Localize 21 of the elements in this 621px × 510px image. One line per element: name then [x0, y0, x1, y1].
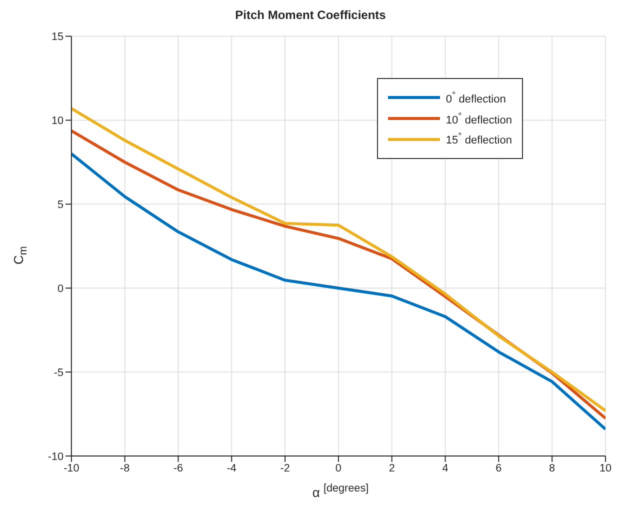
- x-tick-label: -4: [226, 462, 236, 475]
- x-tick-label: 8: [548, 462, 555, 475]
- y-tick-label: -10: [48, 450, 64, 463]
- y-tick-label: 0: [57, 282, 64, 295]
- legend-label: 15$^{°}$ deflection: [446, 131, 512, 147]
- x-tick-label: 2: [388, 462, 395, 475]
- x-tick-label: 10: [599, 462, 612, 475]
- legend-label: 10$^{°}$ deflection: [446, 110, 512, 126]
- y-tick-label: 15: [51, 31, 64, 44]
- y-tick-label: 5: [57, 199, 64, 212]
- x-axis-title: α $^{[degrees]}$: [312, 483, 369, 500]
- x-tick-label: -6: [173, 462, 183, 475]
- x-tick-label: -8: [120, 462, 130, 475]
- y-tick-label: 10: [51, 115, 64, 128]
- x-tick-label: 4: [442, 462, 448, 475]
- chart-title: Pitch Moment Coefficients: [235, 8, 386, 22]
- legend-label: 0$^{°}$ deflection: [446, 90, 506, 106]
- x-tick-label: -2: [280, 462, 290, 475]
- x-tick-label: 6: [495, 462, 502, 475]
- x-tick-label: 0: [335, 462, 342, 475]
- y-tick-label: -5: [54, 366, 64, 379]
